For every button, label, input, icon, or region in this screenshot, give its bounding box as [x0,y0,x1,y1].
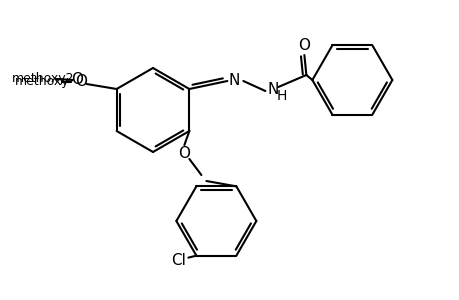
Text: methoxy: methoxy [15,74,70,88]
Text: O: O [74,74,86,88]
Text: O: O [71,71,83,86]
Text: N: N [228,73,240,88]
Text: H: H [275,89,286,103]
Text: O: O [298,38,310,52]
Text: methoxy2: methoxy2 [11,71,74,85]
Text: N: N [267,82,279,97]
Text: Cl: Cl [171,253,185,268]
Text: O: O [178,146,190,160]
